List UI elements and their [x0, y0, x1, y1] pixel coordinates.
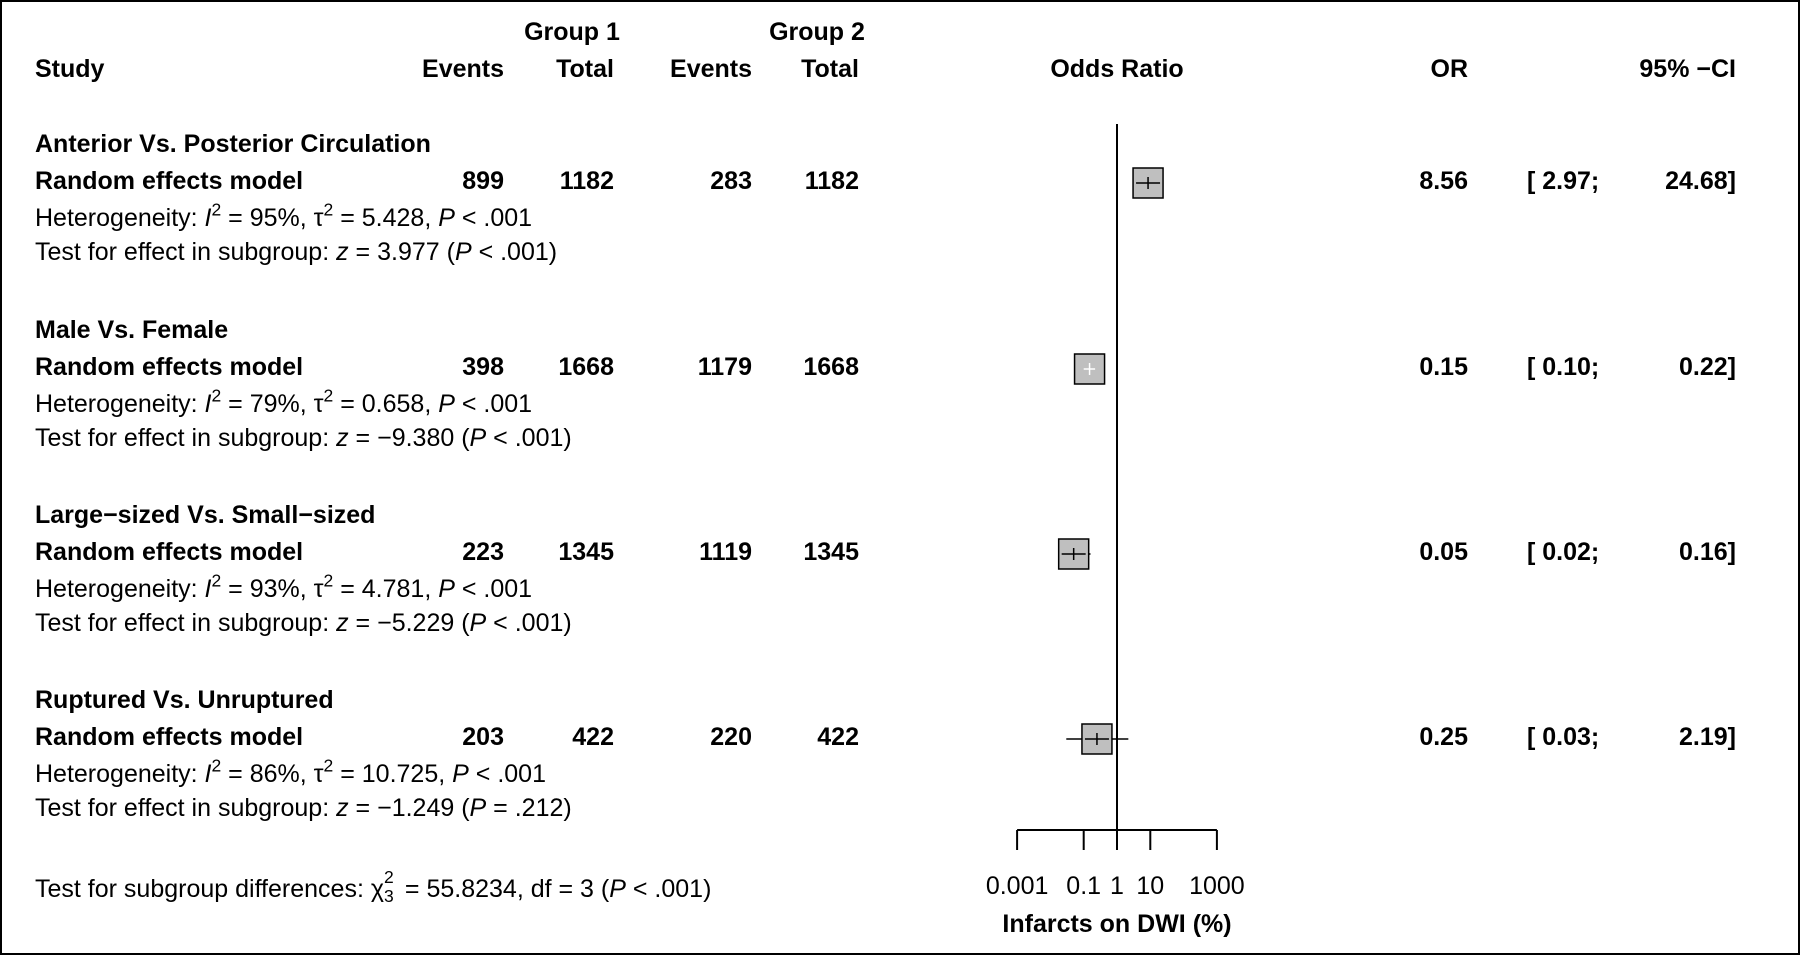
x-tick-label: 1000 [1189, 872, 1245, 900]
group1-total: 1182 [559, 167, 614, 195]
subgroup-title: Male Vs. Female [35, 316, 229, 344]
group1-events: 398 [462, 353, 504, 381]
header-events1: Events [422, 55, 504, 83]
group1-total: 1668 [558, 353, 614, 381]
group2-total: 1182 [804, 167, 859, 195]
group2-events: 1179 [697, 353, 752, 381]
header-events2: Events [670, 55, 752, 83]
ci-lower: [ 0.10; [1527, 353, 1600, 381]
odds-ratio-value: 0.25 [1419, 723, 1468, 751]
header-or: OR [1430, 55, 1469, 83]
group2-total: 422 [817, 723, 859, 751]
footer-p-symbol: P [609, 875, 626, 903]
header-study: Study [35, 55, 105, 83]
group1-total: 422 [572, 723, 614, 751]
odds-ratio-value: 0.05 [1419, 538, 1468, 566]
subgroup-effect-test: Test for effect in subgroup: z = −9.380 … [35, 424, 572, 452]
odds-ratio-value: 8.56 [1419, 167, 1468, 195]
ci-lower: [ 2.97; [1527, 167, 1600, 195]
heterogeneity-line: Heterogeneity: I2 = 79%, τ2 = 0.658, P <… [35, 385, 533, 418]
ci-upper: 24.68] [1665, 167, 1736, 195]
heterogeneity-line: Heterogeneity: I2 = 86%, τ2 = 10.725, P … [35, 755, 546, 788]
header-total1: Total [556, 55, 614, 83]
subgroup-title: Large−sized Vs. Small−sized [35, 501, 376, 529]
header-group1: Group 1 [524, 18, 620, 46]
x-tick-label: 0.001 [985, 872, 1049, 900]
footer-p-value: < .001) [625, 875, 712, 903]
subgroup-effect-test: Test for effect in subgroup: z = 3.977 (… [35, 238, 558, 266]
ci-upper: 2.19] [1679, 723, 1736, 751]
random-effects-model-label: Random effects model [35, 167, 304, 195]
header-odds-ratio: Odds Ratio [1050, 55, 1184, 83]
group2-events: 1119 [699, 538, 752, 566]
subgroup-title: Anterior Vs. Posterior Circulation [35, 130, 431, 158]
group2-total: 1668 [803, 353, 859, 381]
header-total2: Total [801, 55, 859, 83]
group2-total: 1345 [803, 538, 859, 566]
ci-upper: 0.16] [1679, 538, 1736, 566]
subgroup-title: Ruptured Vs. Unruptured [35, 686, 334, 714]
group1-events: 223 [462, 538, 504, 566]
ci-lower: [ 0.02; [1527, 538, 1600, 566]
x-tick-label: 1 [1110, 872, 1124, 900]
x-tick-label: 0.1 [1066, 872, 1102, 900]
subgroup-effect-test: Test for effect in subgroup: z = −5.229 … [35, 609, 572, 637]
heterogeneity-line: Heterogeneity: I2 = 95%, τ2 = 5.428, P <… [35, 199, 533, 232]
x-axis-label: Infarcts on DWI (%) [1002, 910, 1232, 938]
group1-total: 1345 [558, 538, 614, 566]
header-group2: Group 2 [769, 18, 865, 46]
footer-chi-value: = 55.8234, df = 3 ( [397, 875, 610, 903]
group2-events: 283 [710, 167, 752, 195]
ci-lower: [ 0.03; [1527, 723, 1600, 751]
odds-ratio-value: 0.15 [1419, 353, 1468, 381]
random-effects-model-label: Random effects model [35, 723, 304, 751]
group1-events: 203 [462, 723, 504, 751]
random-effects-model-label: Random effects model [35, 538, 304, 566]
x-tick-label: 10 [1136, 872, 1165, 900]
ci-upper: 0.22] [1679, 353, 1736, 381]
header-ci: 95% −CI [1639, 55, 1736, 83]
group2-events: 220 [710, 723, 752, 751]
footer-prefix: Test for subgroup differences: [35, 875, 371, 903]
subgroup-effect-test: Test for effect in subgroup: z = −1.249 … [35, 794, 572, 822]
random-effects-model-label: Random effects model [35, 353, 304, 381]
heterogeneity-line: Heterogeneity: I2 = 93%, τ2 = 4.781, P <… [35, 570, 533, 603]
group1-events: 899 [462, 167, 504, 195]
